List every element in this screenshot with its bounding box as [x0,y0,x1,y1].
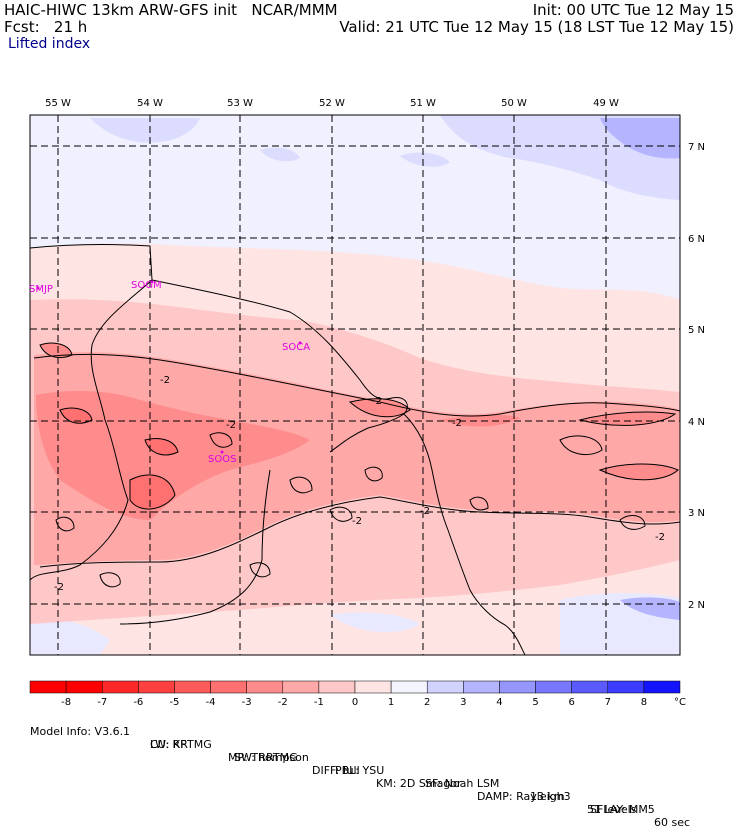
title-line: HAIC-HIWC 13km ARW-GFS init NCAR/MMM [4,1,338,19]
colorbar-swatch [571,680,609,694]
colorbar-swatch [174,680,211,694]
colorbar-swatch [463,680,500,694]
damp-scheme: DAMP: Rayleigh3 [477,790,571,803]
lon-label: 51 W [410,98,436,109]
lon-label: 50 W [501,98,527,109]
lon-label: 53 W [227,98,253,109]
contour-label: -2 [226,420,236,431]
contour-label: -2 [420,506,430,517]
colorbar-swatch [390,680,428,694]
model-info-line2: LW: RRTMG SW: RRTMG DIFF: full KM: 2D Sm… [30,725,730,816]
colorbar-tick-label: 4 [496,697,502,708]
station-marker [150,280,154,284]
init-time: Init: 00 UTC Tue 12 May 15 [532,1,734,19]
station-label: SMJP [29,284,53,295]
lat-label: 3 N [688,508,705,519]
colorbar-tick-label: 1 [388,697,394,708]
contour-label: -2 [452,418,462,429]
station-label: SOGM [131,280,162,291]
colorbar-swatch [318,680,356,694]
coastline-borders [30,244,526,655]
colorbar-swatch [138,680,175,694]
colorbar-tick-label: 7 [605,697,611,708]
model-version: Model Info: V3.6.1 [30,725,131,738]
forecast-hour: Fcst: 21 h [4,18,88,36]
lat-label: 4 N [688,417,705,428]
colorbar-tick-label: 0 [352,697,358,708]
colorbar-tick-label: -1 [314,697,324,708]
colorbar-tick-label: -5 [169,697,179,708]
valid-time: Valid: 21 UTC Tue 12 May 15 (18 LST Tue … [339,18,734,36]
station-marker [36,286,40,290]
colorbar-swatch [354,680,392,694]
colorbar-swatch [426,680,464,694]
lat-label: 5 N [688,325,705,336]
field-shading [30,115,680,655]
contours [33,342,680,588]
contour-label: -2 [372,396,382,407]
colorbar-unit: °C [674,697,686,708]
colorbar-swatch [643,680,681,694]
contour-label: -2 [160,375,170,386]
station-marker [220,450,224,454]
colorbar-tick-label: 2 [424,697,430,708]
colorbar-tick-label: 8 [641,697,647,708]
colorbar-tick-label: -4 [206,697,216,708]
colorbar-tick-label: 3 [460,697,466,708]
km-scheme: KM: 2D Smagor [376,777,462,790]
station-marker [298,341,302,345]
colorbar-swatch [246,680,284,694]
coastline [151,279,408,453]
map-frame [29,114,681,656]
contour-label: -2 [54,582,64,593]
border-line [119,469,271,625]
station-label: SOOS [208,454,236,465]
lon-label: 52 W [319,98,345,109]
colorbar [29,680,681,694]
lon-label: 49 W [593,98,619,109]
lon-label: 54 W [137,98,163,109]
colorbar-swatch [499,680,536,694]
contour-label: -2 [655,532,665,543]
colorbar-swatch [65,680,103,694]
timestep: 60 sec [654,816,691,829]
contour-label: -2 [352,516,362,527]
field-name: Lifted index [8,36,91,52]
border-line [403,413,526,655]
colorbar-swatch [29,680,67,694]
colorbar-tick-label: -3 [242,697,252,708]
colorbar-swatch [282,680,320,694]
lon-label: 55 W [45,98,71,109]
sflay-scheme: SFLAY: MM5 [590,803,655,816]
lifted-index-map: 55 W 54 W 53 W 52 W 51 W 50 W 49 W 7 N 6… [29,98,705,708]
lat-label: 2 N [688,600,705,611]
lat-label: 7 N [688,142,705,153]
colorbar-tick-label: 6 [568,697,574,708]
colorbar-swatch [210,680,247,694]
colorbar-tick-label: -6 [133,697,143,708]
colorbar-tick-label: -2 [278,697,288,708]
station-label: SOCA [282,342,310,353]
diff-scheme: DIFF: full [312,764,360,777]
colorbar-tick-label: -8 [61,697,71,708]
colorbar-swatch [101,680,139,694]
colorbar-tick-label: 5 [532,697,538,708]
colorbar-tick-label: -7 [97,697,107,708]
lat-label: 6 N [688,234,705,245]
colorbar-swatch [607,680,645,694]
sw-scheme: SW: RRTMG [234,751,298,764]
lat-lon-grid [30,115,680,655]
coastline [30,244,153,581]
colorbar-swatch [535,680,572,694]
